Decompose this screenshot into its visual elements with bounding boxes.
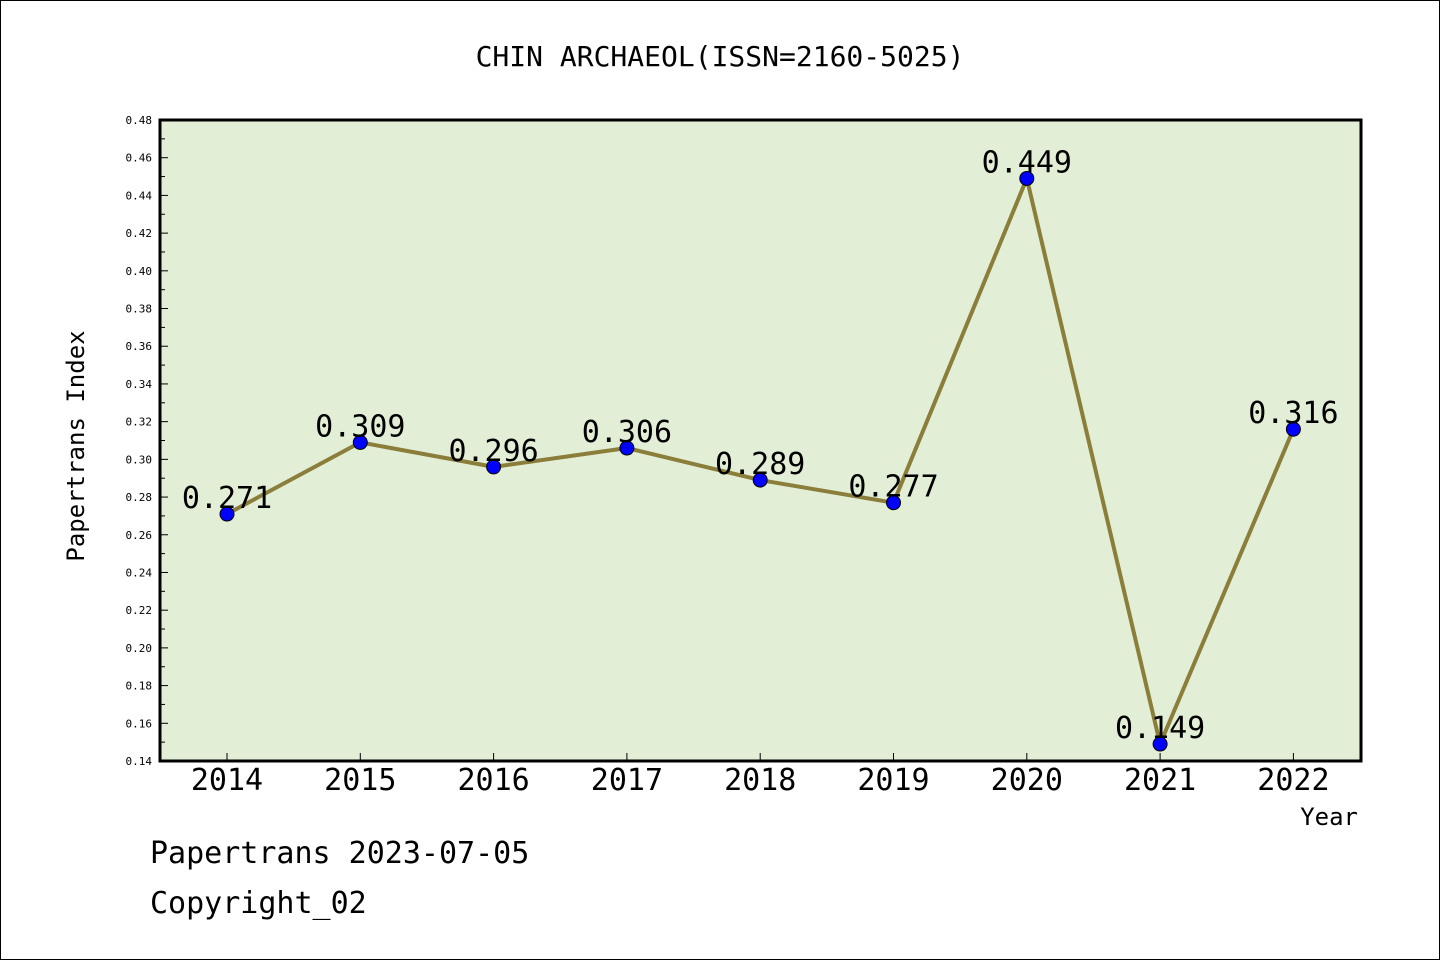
data-point [486, 459, 502, 475]
data-label: 0.316 [1248, 396, 1338, 431]
y-tick-label: 0.26 [126, 529, 153, 542]
data-label: 0.296 [448, 434, 538, 469]
y-tick-label: 0.38 [126, 303, 153, 316]
y-tick-label: 0.24 [126, 566, 153, 579]
y-tick-label: 0.36 [126, 340, 153, 353]
data-label: 0.449 [982, 145, 1072, 180]
data-point [352, 434, 368, 450]
data-label: 0.289 [715, 447, 805, 482]
data-point [1285, 421, 1301, 437]
series-line-group: 0.271 0.309 0.296 0.306 0.289 0.277 0.449 0.149… [182, 145, 1339, 752]
x-tick-label: 2017 [591, 763, 663, 798]
data-point [1019, 170, 1035, 186]
y-tick-label: 0.42 [126, 227, 153, 240]
footer-date: Papertrans 2023-07-05 [150, 836, 530, 871]
y-tick-label: 0.22 [126, 604, 153, 617]
x-tick-label: 2021 [1124, 763, 1196, 798]
y-tick-label: 0.48 [126, 114, 153, 127]
y-tick-label: 0.30 [126, 453, 153, 466]
data-label: 0.271 [182, 481, 272, 516]
y-tick-label: 0.46 [126, 152, 153, 165]
data-point [619, 440, 635, 456]
y-tick-label: 0.14 [126, 755, 153, 768]
data-point [1152, 736, 1168, 752]
y-axis: 0.14 0.16 0.18 0.20 0.22 0.24 0.26 0.28 0.30 0.32… [126, 114, 168, 768]
x-tick-label: 2020 [991, 763, 1063, 798]
y-tick-label: 0.18 [126, 680, 153, 693]
data-label: 0.306 [582, 415, 672, 450]
x-tick-label: 2014 [191, 763, 263, 798]
x-axis-title: Year [1300, 803, 1358, 831]
y-tick-label: 0.44 [126, 189, 153, 202]
data-label: 0.309 [315, 409, 405, 444]
y-tick-label: 0.16 [126, 717, 153, 730]
data-point [886, 495, 901, 511]
y-tick-label: 0.28 [126, 491, 153, 504]
y-tick-label: 0.32 [126, 416, 153, 429]
x-axis: 2014 2015 2016 2017 2018 2019 2020 2021 2022 [191, 753, 1330, 798]
data-point [219, 506, 235, 522]
data-point [752, 472, 768, 488]
x-tick-label: 2018 [724, 763, 796, 798]
y-axis-title: Papertrans Index [62, 330, 90, 561]
x-tick-label: 2016 [457, 763, 529, 798]
x-tick-label: 2022 [1257, 763, 1329, 798]
data-label: 0.149 [1115, 711, 1205, 746]
data-label: 0.277 [848, 470, 938, 505]
y-tick-label: 0.34 [126, 378, 153, 391]
footer-copyright: Copyright_02 [150, 886, 367, 921]
x-tick-label: 2019 [857, 763, 929, 798]
x-tick-label: 2015 [324, 763, 396, 798]
y-tick-label: 0.20 [126, 642, 153, 655]
y-tick-label: 0.40 [126, 265, 153, 278]
chart-title: CHIN ARCHAEOL(ISSN=2160-5025) [476, 40, 965, 73]
